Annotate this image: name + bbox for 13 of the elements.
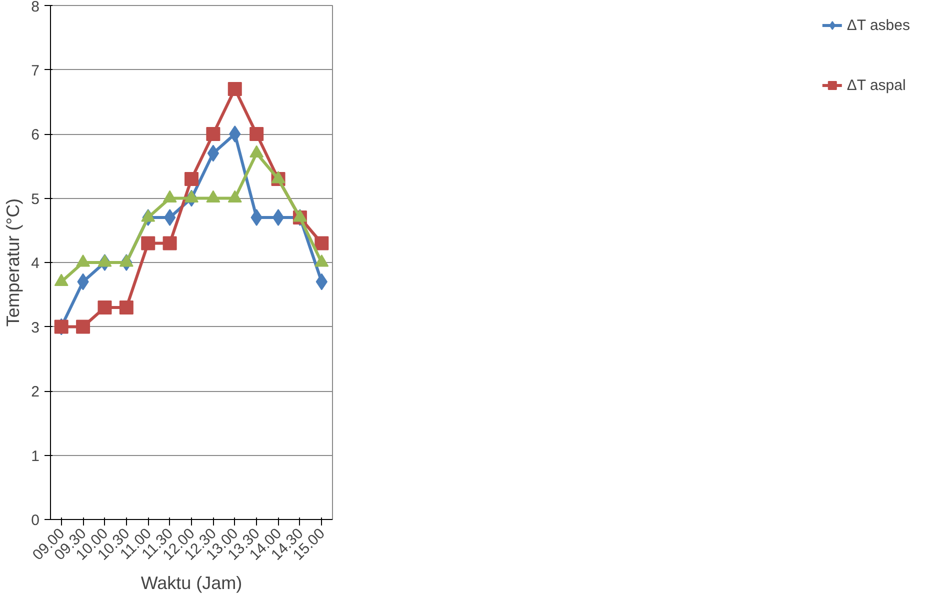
- x-axis-title: Waktu (Jam): [140, 572, 242, 593]
- y-axis-title: Temperatur (°C): [3, 198, 24, 327]
- y-tick-label: 0: [31, 512, 40, 529]
- y-tick-label: 5: [31, 190, 40, 208]
- y-tick-label: 3: [31, 319, 40, 336]
- y-tick-label: 2: [31, 384, 40, 400]
- y-tick-label: 1: [31, 448, 40, 465]
- y-tick-label: 7: [31, 62, 40, 80]
- legend-label: ΔT asbes: [846, 16, 910, 34]
- y-tick-label: 4: [31, 255, 40, 272]
- legend-label: ΔT aspal: [846, 76, 906, 94]
- y-tick-label: 8: [31, 0, 40, 16]
- y-tick-label: 6: [31, 126, 40, 144]
